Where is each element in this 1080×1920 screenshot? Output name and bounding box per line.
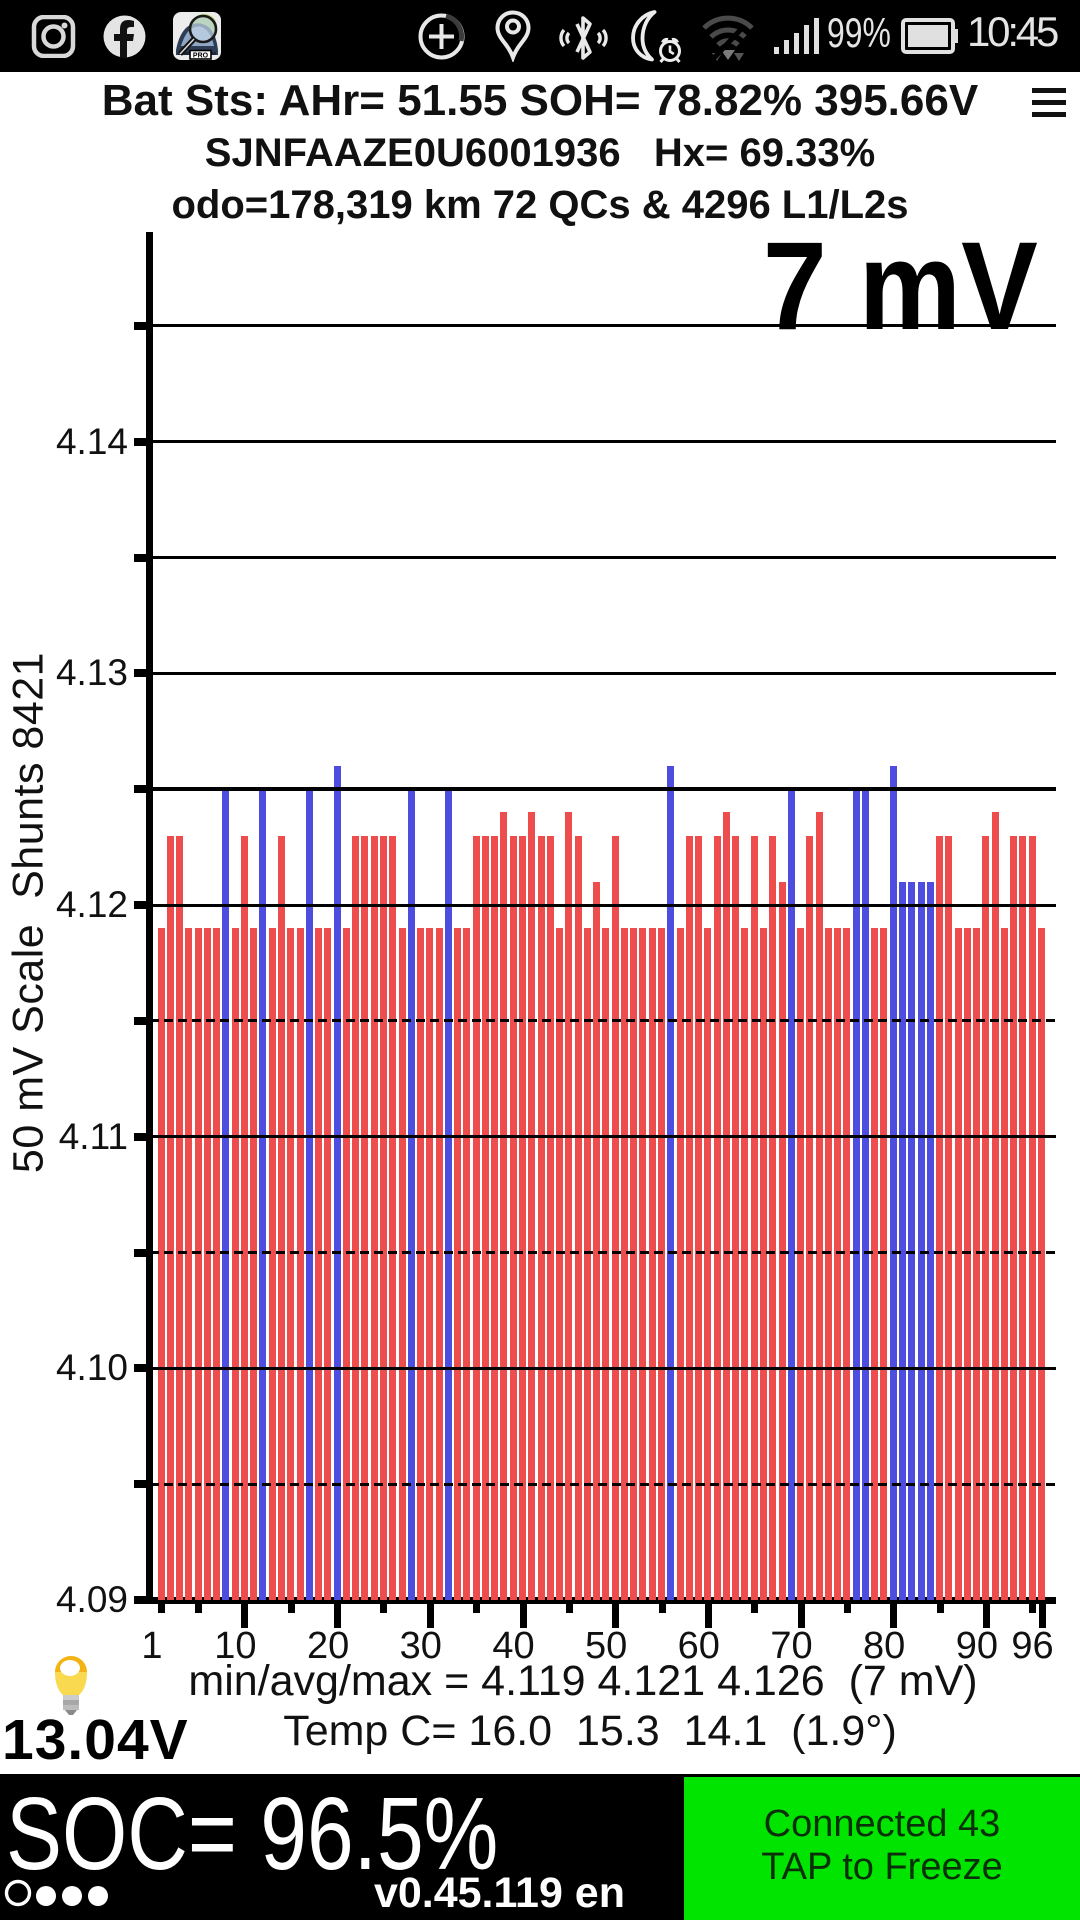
svg-text:PRO: PRO — [193, 53, 209, 60]
